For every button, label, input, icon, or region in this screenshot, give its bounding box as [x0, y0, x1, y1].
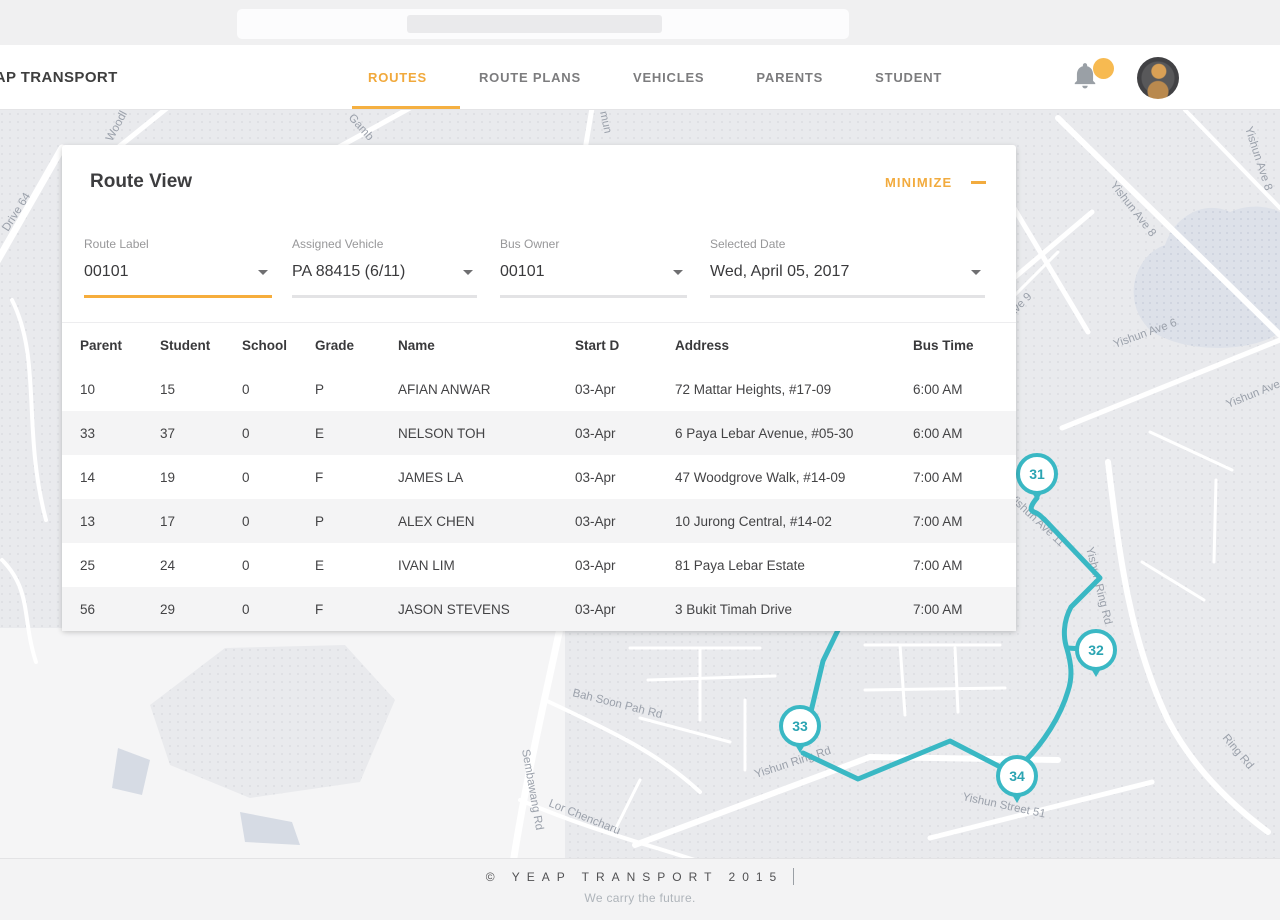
active-tab-indicator	[352, 106, 460, 109]
top-nav: YEAP TRANSPORT ROUTES ROUTE PLANS VEHICL…	[0, 45, 1280, 110]
minimize-label: MINIMIZE	[884, 175, 953, 190]
filter-value: 00101	[500, 263, 545, 280]
footer-tagline: We carry the future.	[584, 891, 696, 905]
filter-label: Selected Date	[710, 237, 786, 251]
col-student: Student	[160, 337, 211, 353]
route-markers: 31 32 33 34	[779, 453, 1117, 803]
filter-label: Assigned Vehicle	[292, 237, 384, 251]
copyright-text: © YEAP TRANSPORT 2015	[485, 870, 784, 884]
map-marker-31[interactable]: 31	[1016, 453, 1058, 501]
map-marker-33[interactable]: 33	[779, 705, 821, 753]
tab-route-plans[interactable]: ROUTE PLANS	[478, 70, 581, 85]
user-avatar[interactable]	[1137, 57, 1179, 99]
address-bar[interactable]	[407, 15, 662, 33]
col-name: Name	[398, 337, 435, 353]
map-park	[150, 645, 395, 798]
filter-label: Bus Owner	[500, 237, 560, 251]
route-view-panel: Route View MINIMIZE Route Label 00101 As…	[62, 145, 1016, 631]
filter-value: Wed, April 05, 2017	[710, 263, 850, 280]
browser-chrome	[0, 0, 1280, 45]
filter-value: 00101	[84, 263, 129, 280]
map-pond	[240, 812, 300, 845]
tab-parents[interactable]: PARENTS	[756, 70, 824, 85]
chevron-down-icon	[463, 269, 473, 275]
app-logo: YEAP TRANSPORT	[0, 69, 118, 86]
table-header-row: Parent Student School Grade Name Start D…	[62, 323, 1016, 367]
bell-icon	[1074, 63, 1096, 89]
page-footer: © YEAP TRANSPORT 2015 We carry the futur…	[0, 858, 1280, 920]
footer-divider	[793, 868, 795, 885]
col-bus-time: Bus Time	[913, 337, 974, 353]
route-label-select[interactable]: Route Label 00101	[84, 237, 272, 298]
nav-tabs: ROUTES ROUTE PLANS VEHICLES PARENTS STUD…	[368, 45, 943, 109]
tab-vehicles[interactable]: VEHICLES	[632, 70, 705, 85]
table-row[interactable]: 25 24 0 E IVAN LIM 03-Apr 81 Paya Lebar …	[80, 557, 963, 573]
selected-date-select[interactable]: Selected Date Wed, April 05, 2017	[710, 237, 985, 298]
table-row[interactable]: 56 29 0 F JASON STEVENS 03-Apr 3 Bukit T…	[62, 587, 1016, 631]
marker-label: 34	[1009, 768, 1025, 784]
students-table: Parent Student School Grade Name Start D…	[62, 322, 1016, 631]
chevron-down-icon	[258, 269, 268, 275]
minimize-icon	[971, 181, 986, 184]
marker-label: 31	[1029, 466, 1045, 482]
panel-title: Route View	[90, 171, 193, 192]
bus-owner-select[interactable]: Bus Owner 00101	[500, 237, 687, 298]
chevron-down-icon	[673, 269, 683, 275]
col-start: Start D	[575, 337, 620, 353]
map-marker-32[interactable]: 32	[1075, 629, 1117, 677]
notifications-button[interactable]	[1072, 58, 1114, 96]
map-marker-34[interactable]: 34	[996, 755, 1038, 803]
chevron-down-icon	[971, 269, 981, 275]
map-water	[1133, 206, 1280, 348]
marker-label: 32	[1088, 642, 1104, 658]
col-address: Address	[675, 337, 730, 353]
notification-badge	[1093, 58, 1114, 79]
table-row[interactable]: 14 19 0 F JAMES LA 03-Apr 47 Woodgrove W…	[80, 469, 963, 485]
table-row[interactable]: 13 17 0 P ALEX CHEN 03-Apr 10 Jurong Cen…	[62, 499, 1016, 543]
assigned-vehicle-select[interactable]: Assigned Vehicle PA 88415 (6/11)	[292, 237, 477, 298]
road-label: mun	[597, 110, 613, 134]
filter-value: PA 88415 (6/11)	[292, 263, 406, 280]
minimize-button[interactable]: MINIMIZE	[885, 175, 986, 190]
table-row[interactable]: 10 15 0 P AFIAN ANWAR 03-Apr 72 Mattar H…	[80, 381, 963, 397]
map-pond	[112, 748, 150, 795]
browser-toolbar	[237, 9, 849, 39]
marker-label: 33	[792, 718, 808, 734]
col-school: School	[242, 337, 288, 353]
tab-student[interactable]: STUDENT	[875, 70, 943, 85]
filter-label: Route Label	[84, 237, 149, 251]
col-grade: Grade	[315, 337, 355, 353]
tab-routes[interactable]: ROUTES	[368, 70, 427, 85]
col-parent: Parent	[80, 337, 123, 353]
table-row[interactable]: 33 37 0 E NELSON TOH 03-Apr 6 Paya Lebar…	[62, 411, 1016, 455]
